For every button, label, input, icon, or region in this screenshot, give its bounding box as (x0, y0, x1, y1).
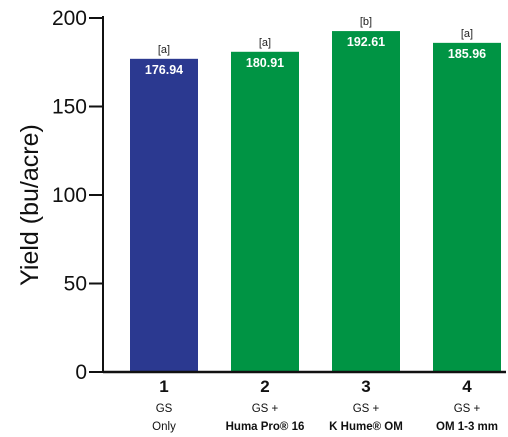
significance-label: [a] (259, 37, 271, 49)
y-tick-label: 150 (52, 96, 87, 119)
category-number: 2 (260, 377, 269, 396)
category-number: 4 (462, 377, 472, 396)
bars: 176.94 [a] 180.91 [a] 192.61 [b] 185.96 [a] (130, 16, 501, 373)
significance-label: [a] (461, 28, 473, 40)
category-number: 1 (159, 377, 168, 396)
y-tick-label: 200 (52, 7, 87, 30)
y-tick-label: 100 (52, 184, 87, 207)
category-label-line2: K Hume® OM (329, 421, 403, 433)
category-number: 3 (361, 377, 370, 396)
x-axis: 1 GS Only 2 GS + Huma Pro® 16 3 GS + K Hume® OM 4… (103, 370, 506, 433)
category-label-line2: Huma Pro® 16 (226, 421, 305, 433)
bar (130, 58, 198, 373)
bar-value-label: 180.91 (246, 56, 284, 70)
y-axis-label: Yield (bu/acre) (16, 124, 44, 286)
bar-value-label: 192.61 (347, 35, 385, 49)
bar-value-label: 185.96 (448, 47, 486, 61)
category-label-line2: OM 1-3 mm (436, 421, 498, 433)
category-label-line1: GS + (252, 403, 279, 415)
y-tick-label: 50 (64, 273, 87, 296)
bar (433, 42, 501, 372)
y-tick-label: 0 (75, 361, 87, 384)
significance-label: [b] (360, 16, 372, 28)
category-label-line1: GS + (454, 403, 481, 415)
y-axis: 0 50 100 150 200 (52, 7, 104, 384)
category-label-line1: GS (156, 403, 173, 415)
category-label-line1: GS + (353, 403, 380, 415)
bar-value-label: 176.94 (145, 63, 183, 77)
bar (231, 51, 299, 372)
bar (332, 31, 400, 373)
category-label-line2: Only (152, 421, 176, 433)
significance-label: [a] (158, 44, 170, 56)
